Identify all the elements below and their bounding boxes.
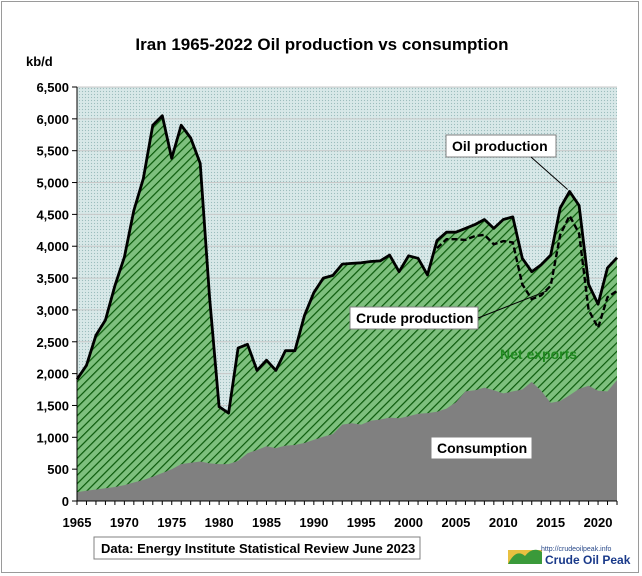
crude-production-leader	[477, 290, 548, 319]
x-tick-label: 2015	[536, 515, 565, 530]
y-tick-label: 5,000	[36, 176, 69, 191]
y-tick-label: 1,500	[36, 398, 69, 413]
crude-production-line	[436, 213, 618, 331]
annotation-box	[445, 134, 557, 158]
consumption-area	[77, 380, 617, 501]
annotations: Oil production Crude production Net export…	[349, 134, 577, 460]
annotation-label: Oil production	[452, 138, 548, 154]
y-tick-label: 3,000	[36, 303, 69, 318]
logo-url: http://crudeoilpeak.info	[541, 546, 612, 553]
oil-production-leader	[530, 156, 568, 190]
y-tick-label: 0	[62, 494, 69, 509]
x-tick-label: 1995	[347, 515, 376, 530]
y-tick-label: 500	[47, 462, 69, 477]
source-note: Data: Energy Institute Statistical Revie…	[101, 541, 415, 556]
production-line	[75, 114, 619, 415]
x-tick-label: 2000	[394, 515, 423, 530]
y-tick-label: 4,000	[36, 239, 69, 254]
annotation-label: Consumption	[437, 440, 527, 456]
x-tick-label: 1975	[157, 515, 186, 530]
x-tick-label: 1985	[252, 515, 281, 530]
x-tick-labels: 1965 1970 1975 1980 1985 1990 1995 2000 2005 2010…	[63, 515, 613, 530]
source-note-box	[93, 536, 421, 560]
net-exports-label: Net exports	[500, 346, 577, 362]
y-axis-label: kb/d	[26, 54, 53, 69]
x-tick-label: 1970	[110, 515, 139, 530]
crude-oil-peak-logo: http://crudeoilpeak.info Crude Oil Peak	[508, 546, 631, 567]
y-tick-label: 6,000	[36, 112, 69, 127]
annotation-label: Crude production	[356, 310, 473, 326]
axes	[72, 86, 618, 505]
x-tick-label: 1980	[205, 515, 234, 530]
annotation-box	[430, 436, 533, 460]
y-tick-label: 2,500	[36, 335, 69, 350]
x-tick-label: 2005	[441, 515, 470, 530]
x-tick-label: 1965	[63, 515, 92, 530]
chart-title: Iran 1965-2022 Oil production vs consump…	[135, 35, 508, 54]
x-tick-label: 2010	[489, 515, 518, 530]
y-tick-label: 4,500	[36, 207, 69, 222]
y-tick-label: 1,000	[36, 430, 69, 445]
y-tick-label: 6,500	[36, 80, 69, 95]
x-tick-label: 2020	[584, 515, 613, 530]
y-tick-label: 3,500	[36, 271, 69, 286]
logo-name: Crude Oil Peak	[545, 553, 631, 567]
y-tick-label: 2,000	[36, 367, 69, 382]
data-areas	[75, 114, 619, 501]
y-tick-label: 5,500	[36, 144, 69, 159]
x-tick-label: 1990	[299, 515, 328, 530]
y-tick-labels: 0 500 1,000 1,500 2,000 2,500 3,000 3,500 4,000 4…	[36, 80, 69, 509]
